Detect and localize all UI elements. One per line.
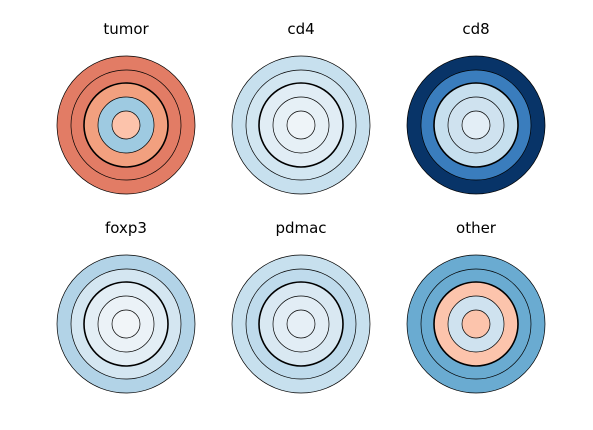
panel-tumor: tumor <box>56 20 196 195</box>
panel-title-pdmac: pdmac <box>275 219 326 237</box>
other-ring-5 <box>461 309 491 339</box>
panel-title-other: other <box>456 219 497 237</box>
cd8-ring-5 <box>461 110 491 140</box>
panel-title-cd8: cd8 <box>462 20 489 38</box>
panel-cd4: cd4 <box>231 20 371 195</box>
rings-other <box>406 254 546 394</box>
panel-title-tumor: tumor <box>103 20 149 38</box>
panel-cd8: cd8 <box>406 20 546 195</box>
rings-cd4 <box>231 55 371 195</box>
panel-foxp3: foxp3 <box>56 219 196 394</box>
cd4-ring-5 <box>286 110 316 140</box>
rings-tumor <box>56 55 196 195</box>
rings-pdmac <box>231 254 371 394</box>
foxp3-ring-5 <box>111 309 141 339</box>
panel-pdmac: pdmac <box>231 219 371 394</box>
tumor-ring-5 <box>111 110 141 140</box>
panel-other: other <box>406 219 546 394</box>
pdmac-ring-5 <box>286 309 316 339</box>
panel-title-cd4: cd4 <box>287 20 314 38</box>
rings-foxp3 <box>56 254 196 394</box>
panel-title-foxp3: foxp3 <box>105 219 147 237</box>
rings-cd8 <box>406 55 546 195</box>
